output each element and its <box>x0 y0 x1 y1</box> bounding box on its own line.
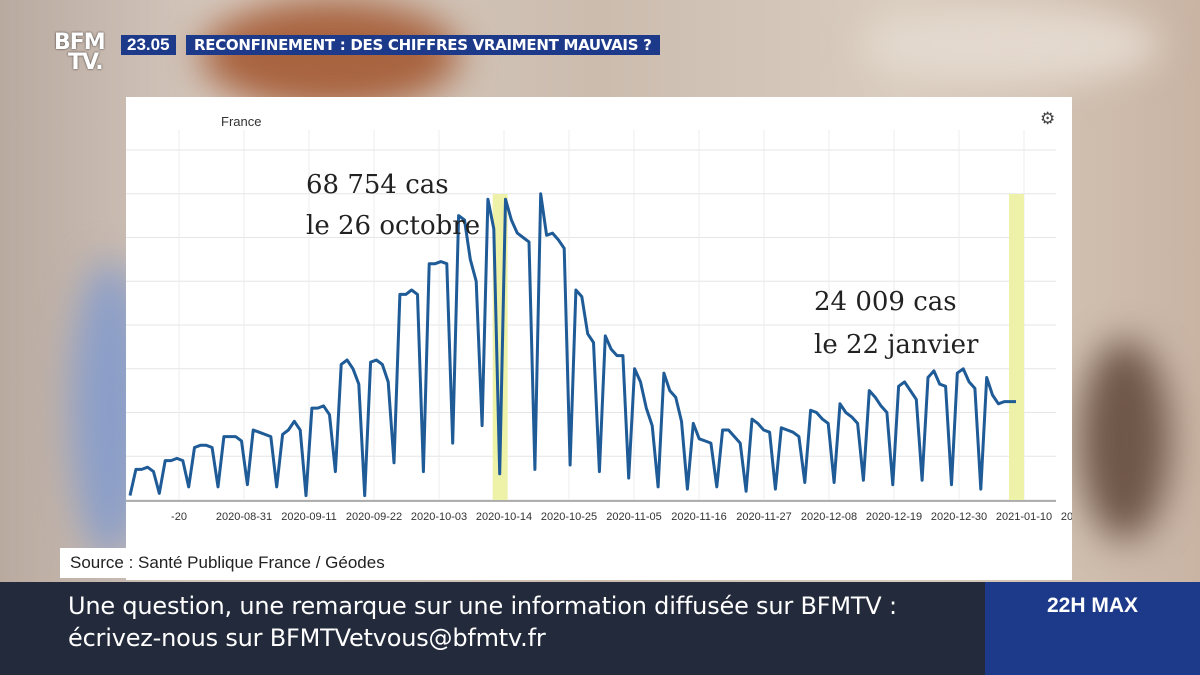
annotation-count: 68 754 cas <box>306 170 449 200</box>
ticker-line-2: écrivez-nous sur BFMTVetvous@bfmtv.fr <box>68 624 546 652</box>
x-tick-label: 2021-01-10 <box>996 511 1052 523</box>
x-tick-label: 2020-12-19 <box>866 511 922 523</box>
x-tick-label: 2020-12-30 <box>931 511 987 523</box>
x-tick-label: 2020-11-27 <box>736 511 791 523</box>
x-tick-label: 2021-01-21 <box>1061 511 1072 523</box>
gear-icon[interactable]: ⚙ <box>1040 109 1056 128</box>
logo-line2: TV. <box>68 50 104 75</box>
annotation-date: le 26 octobre <box>306 211 480 241</box>
logo-line1: BFM <box>54 30 106 55</box>
x-tick-label: 2020-08-31 <box>216 511 272 523</box>
x-tick-label: 2020-10-14 <box>476 511 532 523</box>
x-tick-label: 2020-11-16 <box>671 511 726 523</box>
series-line <box>128 192 1016 498</box>
x-tick-label: 2020-12-08 <box>801 511 857 523</box>
background-blur-person <box>200 0 460 110</box>
chart-title: France <box>221 114 261 129</box>
headline-banner: RECONFINEMENT : DES CHIFFRES VRAIMENT MA… <box>186 35 660 55</box>
clock: 23.05 <box>121 35 176 55</box>
chart-panel: -20 2020-08-31 2020-09-11 2020-09-22 2020-10… <box>126 97 1072 580</box>
annotation-count: 24 009 cas <box>814 287 957 317</box>
highlight-band <box>1009 194 1024 500</box>
chart-series <box>128 192 1016 498</box>
x-tick-label: 2020-09-22 <box>346 511 402 523</box>
background-blur-top-right <box>860 5 1160 85</box>
x-tick-label: 2020-10-03 <box>411 511 467 523</box>
x-tick-label: 2020-10-25 <box>541 511 597 523</box>
show-badge: 22H MAX <box>985 582 1200 675</box>
chart-annotations: 68 754 cas le 26 octobre 24 009 cas le 22 j… <box>306 170 979 360</box>
line-chart: -20 2020-08-31 2020-09-11 2020-09-22 2020-10… <box>126 114 1072 523</box>
background-blur-right <box>1080 340 1170 540</box>
x-tick-label: -20 <box>171 511 187 523</box>
annotation-date: le 22 janvier <box>814 330 979 360</box>
bottom-ticker: Une question, une remarque sur une infor… <box>0 582 985 675</box>
ticker-line-1: Une question, une remarque sur une infor… <box>68 592 897 620</box>
x-tick-label: 2020-09-11 <box>281 511 336 523</box>
source-caption: Source : Santé Publique France / Géodes <box>60 548 1072 578</box>
chart-x-ticks: -20 2020-08-31 2020-09-11 2020-09-22 2020-10… <box>171 511 1072 523</box>
x-tick-label: 2020-11-05 <box>606 511 661 523</box>
channel-logo: BFM TV. <box>54 30 106 75</box>
